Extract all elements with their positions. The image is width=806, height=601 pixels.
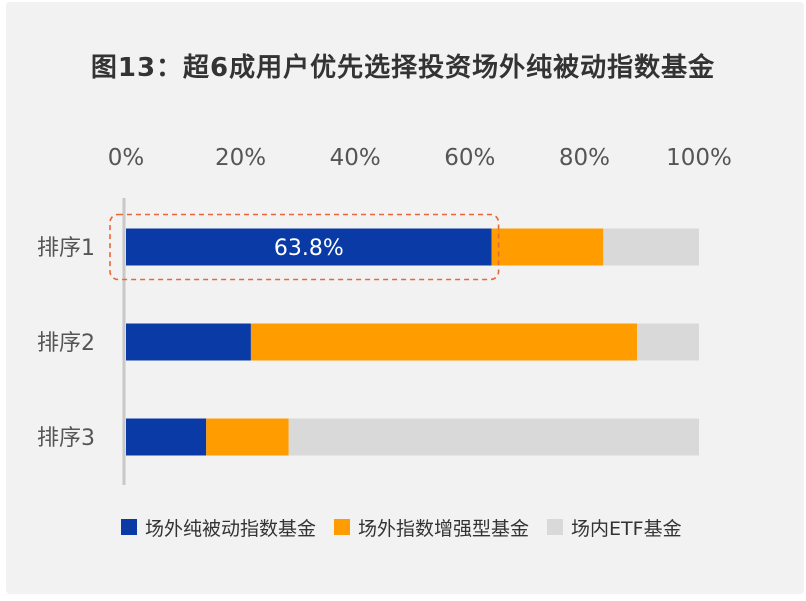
data-label: 63.8% (274, 236, 344, 261)
bar-segment (250, 323, 638, 361)
category-label: 排序1 (37, 236, 95, 261)
chart-card (6, 2, 804, 594)
bar-segment (206, 418, 289, 456)
bar-segment (126, 323, 251, 361)
bar-segment (288, 418, 699, 456)
legend-swatch (121, 519, 137, 535)
x-tick-label: 40% (330, 145, 381, 171)
legend-item: 场内ETF基金 (547, 514, 682, 541)
bar-segment (126, 228, 492, 266)
chart-title: 图13：超6成用户优先选择投资场外纯被动指数基金 (90, 53, 716, 83)
highlight-box (109, 213, 500, 281)
x-tick-label: 0% (108, 145, 145, 171)
legend-item: 场外指数增强型基金 (334, 514, 529, 541)
bar-segment (603, 228, 699, 266)
legend: 场外纯被动指数基金 场外指数增强型基金 场内ETF基金 (121, 513, 700, 541)
legend-item: 场外纯被动指数基金 (121, 514, 316, 541)
category-label: 排序2 (37, 331, 95, 356)
category-label: 排序3 (37, 426, 95, 451)
legend-swatch (334, 519, 351, 535)
bar-segment (491, 228, 604, 266)
x-tick-label: 60% (444, 145, 495, 171)
x-tick-label: 20% (215, 145, 266, 171)
bar-segment (637, 323, 699, 361)
legend-label: 场内ETF基金 (571, 517, 682, 540)
legend-label: 场外指数增强型基金 (358, 517, 530, 540)
x-tick-label: 80% (559, 145, 610, 171)
legend-swatch (547, 519, 564, 535)
x-tick-label: 100% (666, 145, 732, 171)
bar-segment (126, 418, 207, 456)
legend-label: 场外纯被动指数基金 (145, 517, 317, 540)
